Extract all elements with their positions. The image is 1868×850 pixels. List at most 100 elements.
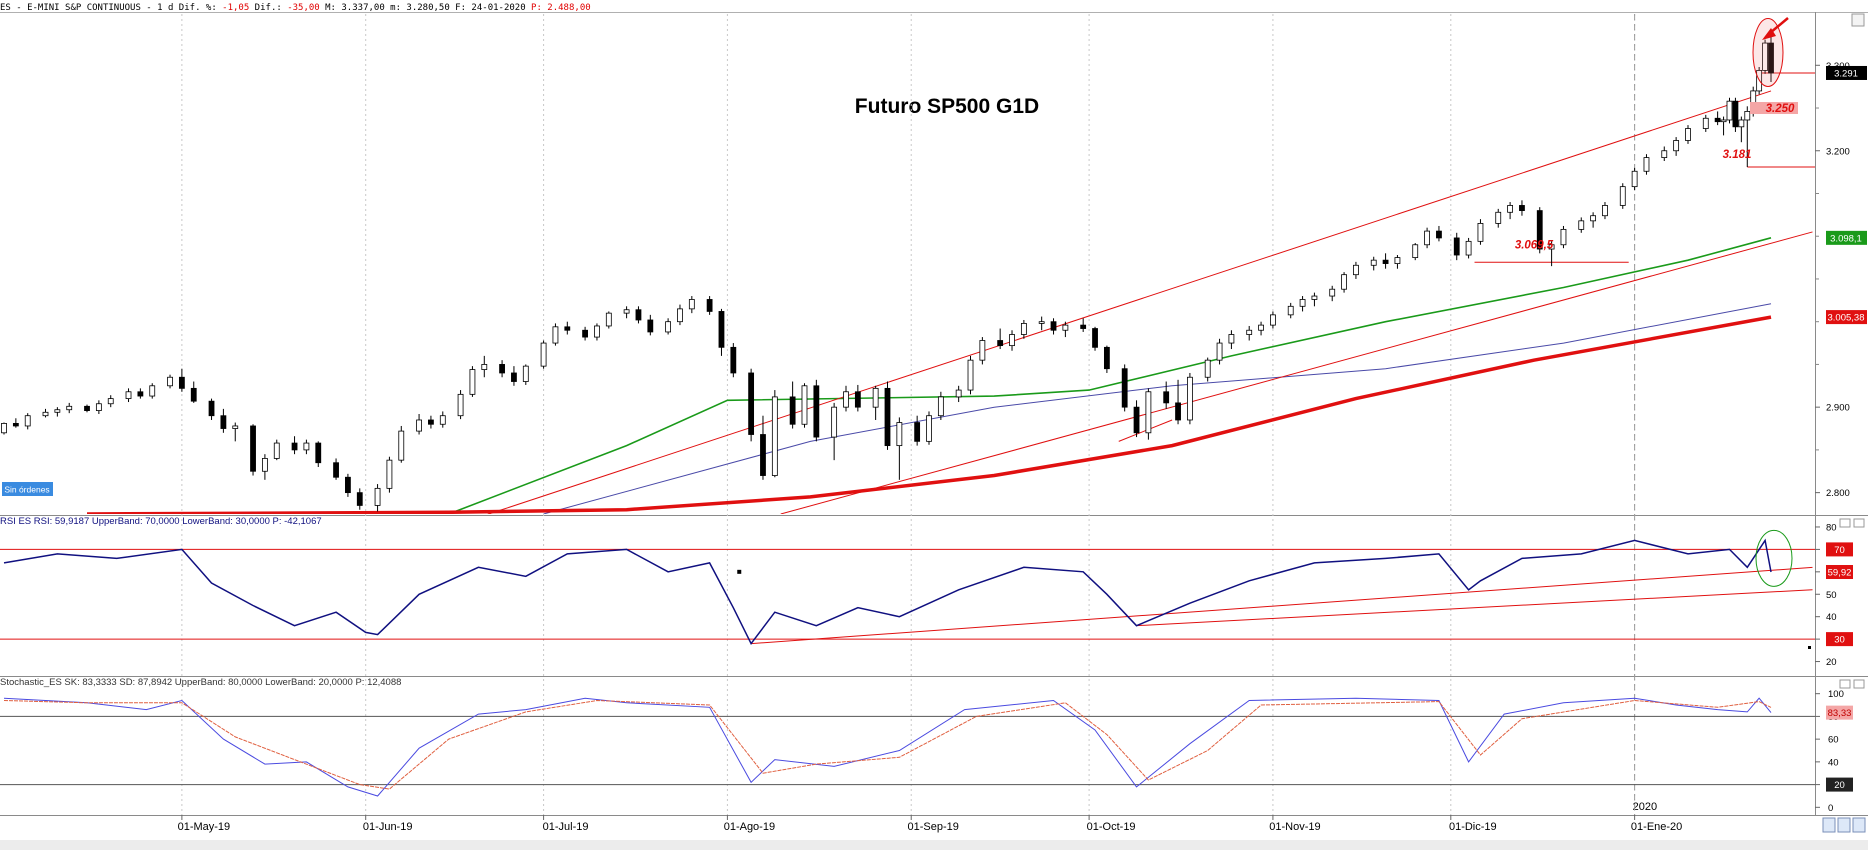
- candle-body[interactable]: [1092, 328, 1098, 348]
- rsi-trendline[interactable]: [1136, 589, 1813, 627]
- panel-menu-button[interactable]: [1851, 13, 1865, 27]
- candle-body[interactable]: [813, 385, 820, 438]
- candle-body[interactable]: [1661, 150, 1668, 158]
- candle-body[interactable]: [1311, 295, 1318, 300]
- trendline[interactable]: [780, 231, 1813, 514]
- candle-body[interactable]: [481, 364, 488, 370]
- candle-body[interactable]: [1050, 321, 1057, 331]
- candle-body[interactable]: [926, 415, 932, 442]
- candle-body[interactable]: [1536, 210, 1543, 250]
- candle-body[interactable]: [1175, 402, 1181, 421]
- rsi-highlight-ellipse[interactable]: [1755, 529, 1793, 587]
- candle-body[interactable]: [1145, 391, 1152, 434]
- candle-body[interactable]: [374, 487, 381, 506]
- candle-body[interactable]: [1187, 376, 1193, 421]
- candle-body[interactable]: [1353, 264, 1359, 276]
- orders-badge[interactable]: [2, 482, 53, 496]
- candle-body[interactable]: [1507, 205, 1514, 213]
- candle-body[interactable]: [291, 442, 298, 451]
- candle-body[interactable]: [677, 308, 683, 323]
- candle-body[interactable]: [884, 387, 891, 447]
- rsi-trendline[interactable]: [751, 566, 1813, 645]
- highlight-ellipse[interactable]: [1752, 17, 1784, 87]
- candle-body[interactable]: [552, 326, 559, 344]
- candle-body[interactable]: [665, 321, 672, 333]
- candle-body[interactable]: [1768, 42, 1774, 74]
- candle-body[interactable]: [190, 387, 197, 402]
- candle-body[interactable]: [635, 309, 642, 321]
- candle-body[interactable]: [540, 342, 547, 367]
- candle-body[interactable]: [1738, 119, 1745, 128]
- candle-body[interactable]: [730, 346, 737, 374]
- candle-body[interactable]: [95, 403, 102, 411]
- candle-body[interactable]: [1246, 329, 1253, 335]
- candle-body[interactable]: [1548, 244, 1555, 250]
- candle-body[interactable]: [1299, 299, 1306, 307]
- candle-body[interactable]: [564, 326, 571, 331]
- candle-body[interactable]: [937, 396, 944, 417]
- candle-body[interactable]: [12, 423, 19, 427]
- candle-body[interactable]: [303, 442, 310, 451]
- candle-body[interactable]: [789, 396, 796, 425]
- candle-body[interactable]: [1762, 42, 1768, 71]
- candle-body[interactable]: [1394, 257, 1401, 264]
- candle-body[interactable]: [801, 385, 808, 425]
- candle-body[interactable]: [718, 311, 725, 348]
- candle-body[interactable]: [1341, 274, 1347, 290]
- candle-body[interactable]: [771, 396, 778, 476]
- candle-body[interactable]: [1602, 205, 1608, 217]
- candle-body[interactable]: [1103, 346, 1110, 370]
- candle-body[interactable]: [137, 391, 144, 397]
- candle-body[interactable]: [1020, 323, 1027, 335]
- candle-body[interactable]: [1270, 314, 1276, 326]
- candle-body[interactable]: [967, 359, 974, 391]
- candle-body[interactable]: [42, 411, 49, 417]
- candle-body[interactable]: [1673, 140, 1680, 152]
- candle-body[interactable]: [896, 422, 903, 447]
- candle-body[interactable]: [54, 409, 61, 413]
- stoch-maximize-button[interactable]: [1853, 679, 1865, 689]
- stoch-minimize-button[interactable]: [1839, 679, 1851, 689]
- candle-body[interactable]: [854, 391, 861, 408]
- candle-body[interactable]: [748, 372, 755, 435]
- candle-body[interactable]: [125, 391, 132, 400]
- trendline[interactable]: [295, 90, 1772, 578]
- candle-body[interactable]: [647, 319, 654, 333]
- candle-body[interactable]: [273, 442, 280, 459]
- candle-body[interactable]: [499, 364, 505, 374]
- candle-body[interactable]: [1216, 342, 1223, 361]
- candle-body[interactable]: [843, 391, 849, 408]
- candle-body[interactable]: [1370, 259, 1377, 266]
- candle-body[interactable]: [582, 329, 588, 338]
- candle-body[interactable]: [250, 425, 256, 472]
- candle-body[interactable]: [955, 389, 962, 398]
- candle-body[interactable]: [469, 369, 476, 395]
- candle-body[interactable]: [522, 365, 529, 382]
- candle-body[interactable]: [356, 492, 363, 506]
- candle-body[interactable]: [605, 312, 612, 327]
- candle-body[interactable]: [979, 340, 986, 361]
- candle-body[interactable]: [1720, 119, 1727, 123]
- candle-body[interactable]: [66, 405, 73, 411]
- candle-body[interactable]: [1590, 215, 1597, 222]
- candle-body[interactable]: [1495, 211, 1502, 224]
- candle-body[interactable]: [261, 458, 268, 472]
- candle-body[interactable]: [1009, 334, 1015, 347]
- candle-body[interactable]: [760, 434, 766, 476]
- candle-body[interactable]: [220, 415, 227, 429]
- candle-body[interactable]: [1258, 324, 1264, 331]
- candle-body[interactable]: [1477, 223, 1484, 242]
- candle-body[interactable]: [1228, 334, 1235, 344]
- candle-body[interactable]: [149, 385, 156, 397]
- candle-body[interactable]: [1412, 244, 1419, 258]
- candle-body[interactable]: [1, 423, 7, 434]
- candle-body[interactable]: [1204, 359, 1211, 378]
- candle-body[interactable]: [1619, 186, 1626, 206]
- candle-body[interactable]: [1643, 157, 1650, 172]
- candle-body[interactable]: [997, 340, 1004, 347]
- candle-body[interactable]: [1382, 259, 1389, 264]
- candle-body[interactable]: [178, 376, 185, 389]
- candle-body[interactable]: [333, 462, 339, 478]
- chart-type-button[interactable]: [1822, 817, 1836, 833]
